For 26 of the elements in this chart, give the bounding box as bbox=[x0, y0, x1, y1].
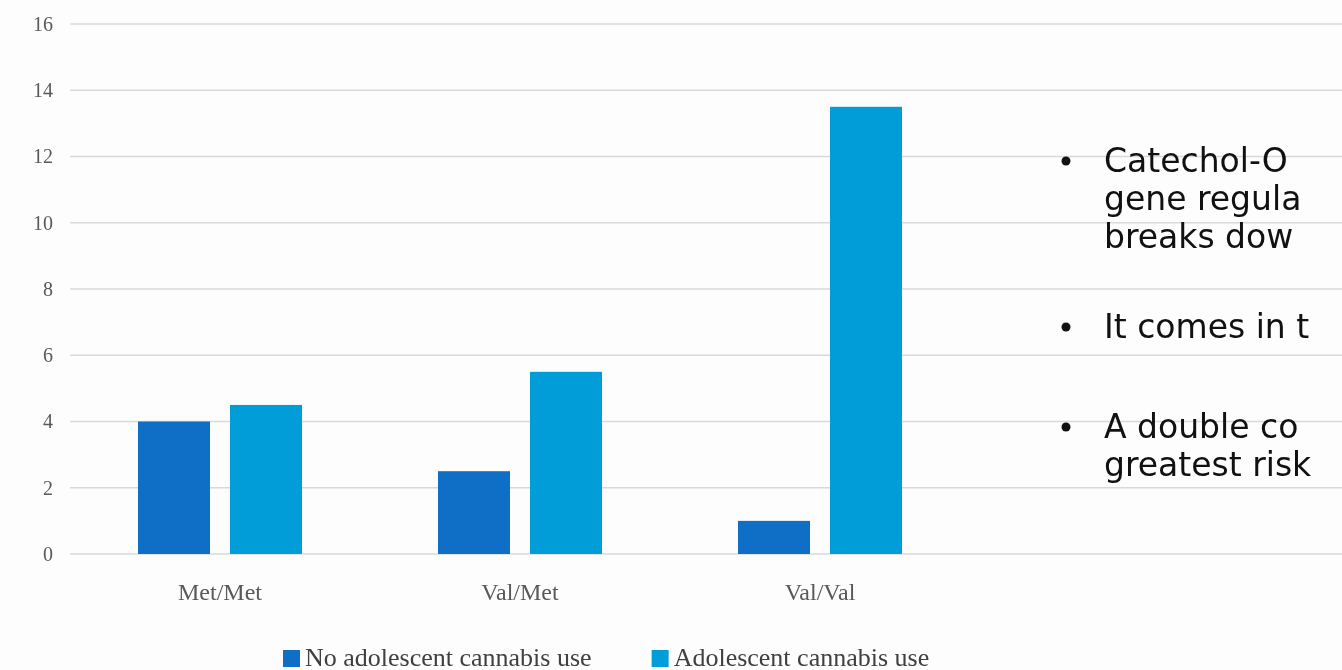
bar bbox=[830, 106, 902, 554]
y-tick-label: 14 bbox=[33, 79, 53, 102]
y-tick-label: 8 bbox=[43, 277, 53, 300]
y-tick-label: 4 bbox=[43, 410, 53, 433]
y-tick-label: 6 bbox=[43, 344, 53, 367]
y-tick-label: 12 bbox=[33, 145, 53, 168]
x-tick-label: Val/Val bbox=[784, 579, 856, 606]
bar bbox=[738, 520, 810, 554]
y-tick-label: 0 bbox=[43, 542, 53, 565]
x-tick-label: Val/Met bbox=[481, 579, 559, 606]
bar bbox=[230, 404, 302, 554]
y-tick-label: 2 bbox=[43, 476, 53, 499]
text: Catechol-O bbox=[1104, 141, 1288, 180]
bar bbox=[438, 471, 510, 554]
text: gene regula bbox=[1104, 179, 1302, 218]
y-tick-label: 16 bbox=[33, 12, 53, 35]
legend-label: Adolescent cannabis use bbox=[673, 643, 930, 670]
text: A double co bbox=[1104, 407, 1299, 446]
x-tick-label: Met/Met bbox=[178, 579, 263, 606]
text: It comes in t bbox=[1104, 307, 1310, 346]
y-tick-label: 10 bbox=[33, 211, 53, 234]
text: breaks dow bbox=[1104, 217, 1294, 256]
text: greatest risk bbox=[1104, 445, 1313, 484]
bar bbox=[530, 371, 602, 554]
bar bbox=[138, 421, 210, 554]
legend-label: No adolescent cannabis use bbox=[305, 643, 592, 670]
